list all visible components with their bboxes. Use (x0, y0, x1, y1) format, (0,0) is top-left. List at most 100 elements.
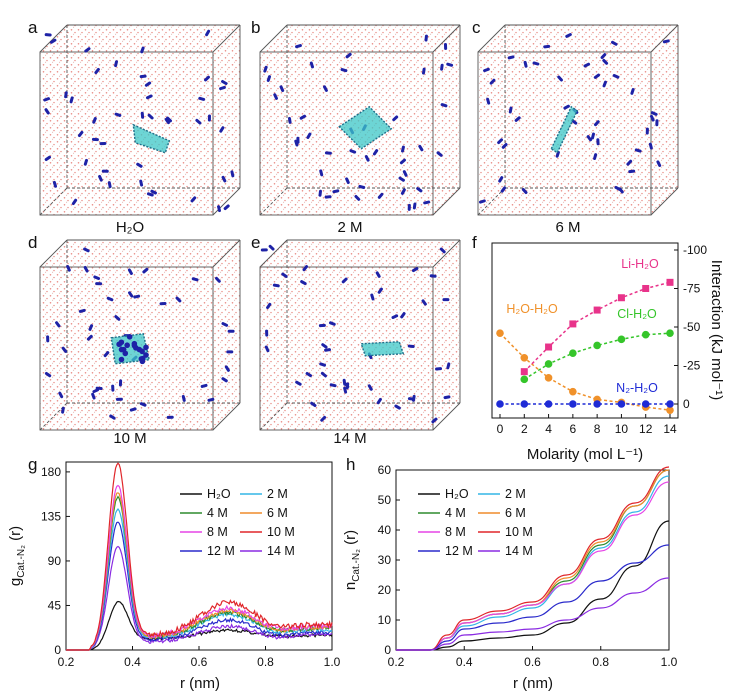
n2-molecule (61, 346, 68, 353)
rdf-legend-label: H₂O (207, 487, 231, 501)
n2-molecule (146, 192, 154, 197)
interaction-point (617, 335, 626, 344)
interaction-ylabel: Interaction (kJ mol⁻¹) (708, 260, 725, 400)
box-front-face (477, 51, 652, 216)
n2-molecule (83, 158, 88, 166)
n2-molecule (92, 116, 97, 124)
coordination-ylabel-main: n (342, 582, 359, 590)
n2-molecule (523, 60, 528, 68)
n2-molecule (94, 67, 100, 75)
n2-molecule (114, 60, 118, 68)
n2-molecule (345, 177, 350, 185)
interaction-point (666, 329, 674, 337)
n2-molecule (411, 267, 419, 273)
rdf-legend-label: 2 M (267, 487, 288, 501)
n2-molecule (376, 397, 382, 405)
interaction-point (617, 294, 625, 302)
n2-molecule (300, 280, 307, 286)
n2-molecule (129, 407, 137, 412)
n2-molecule (114, 315, 121, 321)
coordination-series-line (395, 577, 670, 651)
n2-molecule (412, 394, 416, 402)
n2-molecule (323, 85, 328, 92)
n2-molecule (614, 185, 621, 191)
box-front-face (39, 51, 214, 216)
water-molecules (478, 25, 678, 215)
n2-molecule (264, 345, 270, 353)
n2-molecule (401, 145, 405, 153)
box-edge (259, 24, 288, 53)
interaction-point (642, 285, 650, 292)
n2-molecule (486, 97, 491, 105)
coordination-ytick-label: 0 (384, 643, 391, 657)
box-front-face (259, 51, 434, 216)
n2-molecule (133, 294, 141, 299)
n2-molecule (52, 180, 58, 188)
n2-molecule (136, 162, 143, 168)
adsorbed-n2 (126, 333, 133, 340)
catalyst-cluster (338, 105, 393, 150)
box-edge (477, 24, 506, 53)
snapshot-caption-6m: 6 M (555, 219, 580, 236)
coordination-ytick-label: 30 (378, 553, 392, 567)
n2-molecule (656, 160, 662, 167)
coordination-xlabel: r (nm) (513, 675, 553, 692)
coordination-ylabel: nCat.-N₂ (r) (342, 530, 362, 590)
n2-molecule (309, 61, 314, 69)
coordination-legend-label: 6 M (505, 506, 526, 520)
n2-molecule (583, 62, 591, 68)
n2-molecule (139, 179, 144, 187)
n2-molecule (555, 150, 560, 158)
n2-molecule (628, 169, 636, 174)
n2-molecule (593, 120, 600, 127)
rdf-legend-label: 4 M (207, 506, 228, 520)
box-edge (477, 187, 506, 216)
coordination-xtick-label: 1.0 (661, 655, 678, 669)
n2-molecule (342, 378, 347, 386)
n2-molecule (266, 75, 272, 82)
n2-molecule (263, 65, 268, 73)
n2-molecule (198, 96, 206, 101)
n2-molecule (394, 404, 401, 410)
n2-molecule (205, 29, 211, 37)
n2-molecule (175, 296, 182, 303)
panel-label-f: f (472, 233, 477, 252)
n2-molecule (107, 181, 112, 189)
box-edge (432, 24, 461, 53)
catalyst-cluster (132, 123, 171, 154)
interaction-point (520, 368, 528, 376)
n2-molecule (215, 276, 221, 283)
panel-label-c: c (472, 18, 481, 37)
catalyst-sheet (338, 105, 393, 150)
interaction-series-line (523, 281, 671, 373)
box-edge (39, 187, 68, 216)
n2-molecule (190, 196, 197, 203)
interaction-chart-frame (491, 242, 679, 419)
n2-molecule (602, 58, 609, 65)
n2-molecule (563, 104, 570, 110)
n2-molecule (145, 94, 153, 100)
n2-molecule (372, 149, 379, 156)
n2-molecule (429, 274, 437, 278)
n2-molecule (489, 78, 496, 85)
n2-molecule (557, 75, 563, 82)
n2-molecule (324, 348, 332, 352)
interaction-point (569, 387, 577, 396)
n2-molecule (221, 377, 228, 383)
box-front-face (259, 266, 434, 431)
rdf-ytick-label: 180 (41, 465, 61, 479)
box-edge (259, 187, 288, 216)
interaction-point (617, 400, 626, 408)
interaction-chart: 0 2 4 6 8 10 12 140-25-50-75-100 Li-H₂O Cl-H₂O … (491, 242, 725, 463)
rdf-ytick-label: 135 (41, 509, 61, 523)
rdf-xlabel: r (nm) (180, 675, 220, 692)
box-edge (212, 239, 241, 268)
n2-molecule (392, 115, 399, 122)
snapshot-h2o (39, 24, 241, 216)
interaction-xtick-label: 10 (615, 422, 629, 436)
n2-molecule (612, 74, 620, 79)
n2-molecule (354, 194, 361, 201)
n2-molecule (223, 204, 230, 211)
n2-molecule (164, 117, 170, 125)
